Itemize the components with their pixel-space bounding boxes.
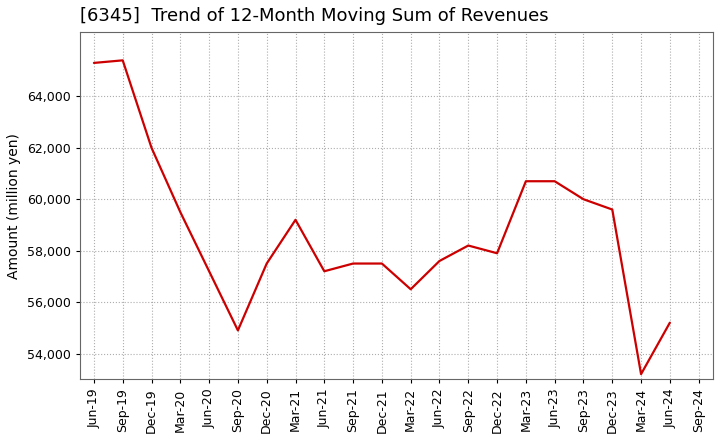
Text: [6345]  Trend of 12-Month Moving Sum of Revenues: [6345] Trend of 12-Month Moving Sum of R… xyxy=(79,7,548,25)
Y-axis label: Amount (million yen): Amount (million yen) xyxy=(7,133,21,279)
